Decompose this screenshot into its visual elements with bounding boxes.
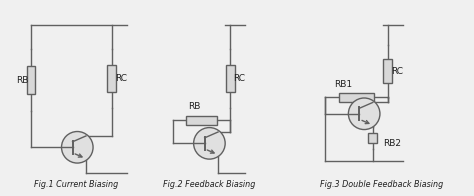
- Bar: [226, 65, 235, 92]
- Text: RB2: RB2: [383, 139, 401, 148]
- Text: Fig.1 Current Biasing: Fig.1 Current Biasing: [34, 180, 118, 189]
- Bar: [108, 65, 116, 92]
- Text: RB: RB: [189, 102, 201, 111]
- Text: RB: RB: [16, 76, 28, 85]
- Bar: [27, 66, 36, 94]
- Text: Fig.2 Feedback Biasing: Fig.2 Feedback Biasing: [163, 180, 255, 189]
- Bar: [186, 116, 217, 125]
- Circle shape: [62, 132, 93, 163]
- Bar: [383, 59, 392, 83]
- Circle shape: [193, 128, 225, 159]
- Bar: [368, 133, 377, 143]
- Circle shape: [348, 98, 380, 130]
- Text: RC: RC: [233, 74, 245, 83]
- Text: RC: RC: [115, 74, 127, 83]
- Bar: [339, 93, 374, 102]
- Text: RC: RC: [391, 67, 403, 76]
- Text: Fig.3 Double Feedback Biasing: Fig.3 Double Feedback Biasing: [320, 180, 444, 189]
- Text: RB1: RB1: [335, 80, 353, 89]
